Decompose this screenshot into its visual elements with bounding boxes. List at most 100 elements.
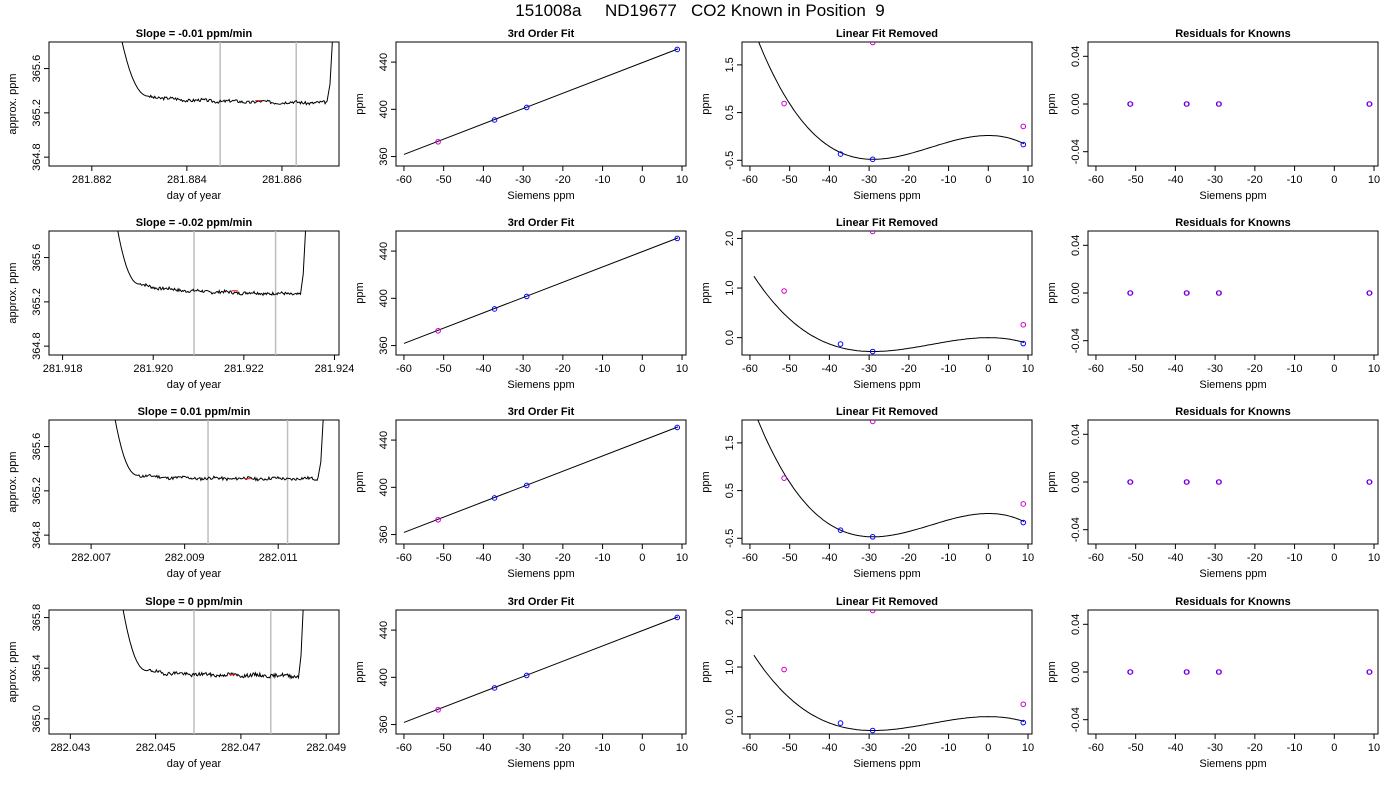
x-tick-label: -50 (436, 174, 452, 186)
x-tick-label: -20 (555, 742, 571, 754)
subplot-title: Residuals for Knowns (1175, 596, 1291, 608)
y-tick-label: 0.00 (1070, 93, 1082, 114)
plot-frame (1087, 609, 1379, 735)
x-axis-label: Siemens ppm (853, 568, 920, 580)
plot-area (403, 235, 681, 344)
x-tick-label: -40 (1167, 742, 1183, 754)
plot-frame (741, 419, 1033, 545)
x-tick-label: -30 (1207, 742, 1223, 754)
subplot-title: Linear Fit Removed (836, 28, 938, 40)
x-tick-label: -50 (436, 742, 452, 754)
known-point (1020, 519, 1027, 526)
plot-area (758, 42, 1027, 163)
subplot-title: Slope = 0 ppm/min (145, 596, 243, 608)
y-axis-label: ppm (700, 282, 712, 303)
x-tick-label: 282.045 (136, 742, 176, 754)
y-tick-label: 400 (378, 478, 390, 496)
residual-fit-curve (758, 42, 1025, 160)
y-axis-label: ppm (1046, 661, 1058, 682)
subplot-r1-c1: Slope = -0.01 ppm/min 281.882 281.884 281.8… (7, 28, 340, 202)
x-tick-label: -50 (782, 174, 798, 186)
subplot-r4-c3: Linear Fit Removed -60 -50 -40 -30 -20 -10 0 10 S… (700, 596, 1034, 770)
x-tick-label: -20 (901, 552, 917, 564)
x-axis-label: Siemens ppm (507, 758, 574, 770)
x-tick-label: -30 (861, 742, 877, 754)
plot-frame (395, 41, 687, 167)
unknown-point (1367, 290, 1373, 296)
x-tick-label: -60 (1088, 552, 1104, 564)
x-tick-label: 0 (985, 552, 991, 564)
known-point (1020, 719, 1027, 726)
x-tick-label: 282.043 (50, 742, 90, 754)
x-tick-label: -60 (742, 742, 758, 754)
y-tick-label: 0.00 (1070, 661, 1082, 682)
unknown-point (1216, 479, 1222, 485)
subplot-title: Residuals for Knowns (1175, 406, 1291, 418)
unknown-point (869, 231, 876, 235)
x-tick-label: -40 (1167, 174, 1183, 186)
x-tick-label: 0 (985, 174, 991, 186)
x-tick-label: 0 (1331, 363, 1337, 375)
x-tick-label: -40 (475, 552, 491, 564)
plot-frame (1087, 419, 1379, 545)
known-point (491, 117, 498, 123)
y-tick-label: 1.0 (724, 659, 736, 674)
x-axis-label: Siemens ppm (507, 379, 574, 391)
y-tick-label: 360 (378, 715, 390, 733)
subplot-r1-c4: Residuals for Knowns -60 -50 -40 -30 -20 -10 0 1… (1046, 28, 1380, 202)
x-tick-label: -50 (782, 742, 798, 754)
y-tick-label: -0.5 (724, 151, 736, 170)
x-tick-label: 281.920 (133, 363, 173, 375)
y-tick-label: 364.8 (31, 521, 43, 549)
x-tick-label: 0 (985, 363, 991, 375)
x-tick-label: -50 (436, 552, 452, 564)
y-axis-label: ppm (1046, 93, 1058, 114)
x-tick-label: 0 (639, 742, 645, 754)
x-tick-label: -30 (1207, 174, 1223, 186)
plot-area (403, 424, 681, 533)
x-tick-label: 282.011 (259, 552, 298, 564)
y-tick-label: 0.04 (1070, 46, 1082, 67)
y-tick-label: 365.6 (31, 55, 43, 83)
unknown-point (1367, 479, 1373, 485)
x-tick-label: -60 (396, 742, 412, 754)
x-tick-label: -20 (901, 363, 917, 375)
x-tick-label: 10 (1368, 174, 1380, 186)
unknown-point (1020, 701, 1027, 708)
x-tick-label: -30 (515, 552, 531, 564)
unknown-point (435, 327, 441, 334)
y-axis-label: approx. ppm (7, 262, 19, 323)
plot-frame (741, 230, 1033, 356)
known-point (674, 424, 681, 431)
x-tick-label: 10 (1022, 552, 1034, 564)
x-tick-label: -30 (1207, 363, 1223, 375)
x-tick-label: -20 (901, 742, 917, 754)
x-tick-label: -50 (782, 552, 798, 564)
known-point (491, 685, 498, 691)
known-point (1020, 141, 1027, 148)
y-tick-label: 364.8 (31, 332, 43, 360)
plot-area (753, 610, 1027, 734)
y-axis-label: ppm (1046, 471, 1058, 492)
y-tick-label: -0.04 (1070, 517, 1082, 542)
y-axis-label: ppm (700, 471, 712, 492)
subplot-title: 3rd Order Fit (508, 596, 575, 608)
x-tick-label: 10 (1022, 742, 1034, 754)
subplot-title: 3rd Order Fit (508, 217, 575, 229)
plot-area (117, 231, 307, 355)
x-tick-label: -30 (861, 363, 877, 375)
plot-frame (395, 419, 687, 545)
unknown-point (781, 666, 787, 673)
plot-area (1127, 290, 1373, 296)
y-tick-label: 440 (378, 53, 390, 71)
x-tick-label: 10 (1368, 363, 1380, 375)
x-tick-label: 0 (1331, 552, 1337, 564)
y-tick-label: 364.8 (31, 143, 43, 171)
x-axis-label: Siemens ppm (853, 379, 920, 391)
subplot-title: 3rd Order Fit (508, 406, 575, 418)
unknown-point (1367, 101, 1373, 107)
x-tick-label: -40 (475, 742, 491, 754)
y-axis-label: ppm (354, 93, 366, 114)
x-tick-label: 282.049 (306, 742, 346, 754)
unknown-point (781, 100, 787, 107)
